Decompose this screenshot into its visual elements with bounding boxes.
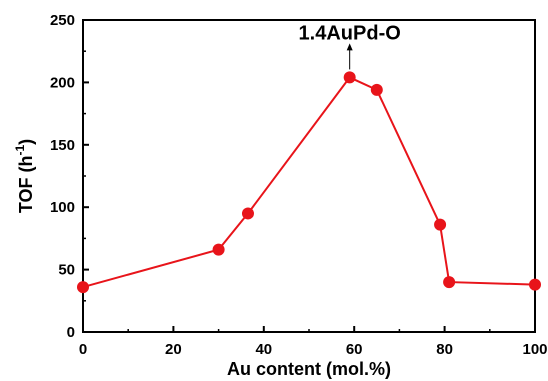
x-tick-label: 40 <box>255 341 272 358</box>
y-axis-title-superscript: -1 <box>13 145 27 156</box>
y-tick-label: 250 <box>50 12 75 29</box>
y-axis-title-main: TOF (h <box>16 156 36 214</box>
y-tick-label: 200 <box>50 74 75 91</box>
data-point <box>77 281 89 294</box>
x-axis-title: Au content (mol.%) <box>227 359 391 379</box>
x-tick-label: 20 <box>165 341 182 358</box>
axis-ticks <box>82 19 536 333</box>
data-point <box>529 278 541 291</box>
y-axis-title: TOF (h-1) <box>13 139 36 213</box>
series-line <box>82 76 536 289</box>
x-tick-label: 0 <box>79 341 87 358</box>
data-point <box>343 71 356 84</box>
data-point <box>370 83 383 96</box>
x-tick-label: 60 <box>346 341 363 358</box>
data-point <box>434 218 447 231</box>
annotation-label: 1.4AuPd-O <box>299 22 401 44</box>
data-point <box>241 207 254 220</box>
y-tick-label: 150 <box>50 137 75 154</box>
x-tick-label: 100 <box>522 341 547 358</box>
data-point <box>212 243 225 256</box>
annotation-arrowhead <box>346 43 353 51</box>
y-tick-label: 100 <box>50 199 75 216</box>
x-tick-label: 80 <box>436 341 453 358</box>
series-markers <box>77 71 541 294</box>
plot-frame <box>82 19 536 333</box>
axis-tick-labels: 0 20 40 60 80 100 0 50 100 150 200 250 <box>50 12 548 358</box>
data-point <box>443 276 456 289</box>
annotation: 1.4AuPd-O <box>299 22 401 70</box>
y-tick-label: 0 <box>67 324 75 341</box>
y-tick-label: 50 <box>58 262 75 279</box>
y-axis-title-close: ) <box>16 139 36 145</box>
